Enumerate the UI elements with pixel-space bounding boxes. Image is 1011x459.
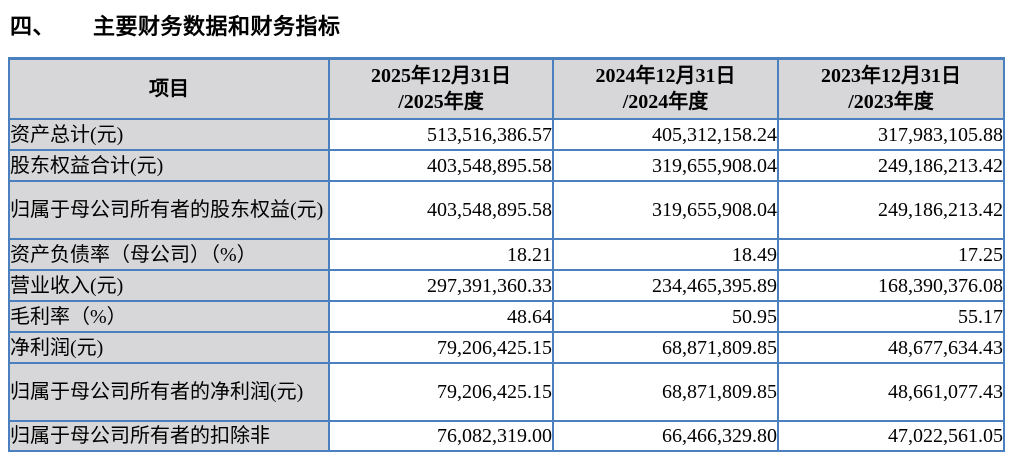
value-2025: 48.64 bbox=[328, 300, 554, 333]
value-2025: 403,548,895.58 bbox=[328, 180, 554, 240]
value-2023: 48,661,077.43 bbox=[777, 362, 1005, 422]
header-period-2023: 2023年12月31日 /2023年度 bbox=[777, 57, 1005, 120]
header-period-2025-date: 2025年12月31日 bbox=[371, 65, 511, 87]
value-2023: 317,983,105.88 bbox=[777, 118, 1005, 151]
value-2023: 249,186,213.42 bbox=[777, 180, 1005, 240]
header-period-2024: 2024年12月31日 /2024年度 bbox=[552, 57, 779, 120]
value-2024: 234,465,395.89 bbox=[552, 269, 779, 302]
table-row-debt-ratio: 资产负债率（母公司）（%） 18.21 18.49 17.25 bbox=[8, 238, 1005, 271]
value-2024: 68,871,809.85 bbox=[552, 362, 779, 422]
value-2025: 403,548,895.58 bbox=[328, 149, 554, 182]
value-2023: 249,186,213.42 bbox=[777, 149, 1005, 182]
table-row-revenue: 营业收入(元) 297,391,360.33 234,465,395.89 16… bbox=[8, 269, 1005, 302]
value-2024: 319,655,908.04 bbox=[552, 149, 779, 182]
value-2024: 405,312,158.24 bbox=[552, 118, 779, 151]
value-2023: 17.25 bbox=[777, 238, 1005, 271]
row-label: 归属于母公司所有者的净利润(元) bbox=[8, 362, 330, 422]
value-2025: 513,516,386.57 bbox=[328, 118, 554, 151]
value-2025: 76,082,319.00 bbox=[328, 420, 554, 452]
value-2024: 50.95 bbox=[552, 300, 779, 333]
value-2023: 48,677,634.43 bbox=[777, 331, 1005, 364]
section-number: 四、 bbox=[10, 14, 56, 39]
table-row-total-assets: 资产总计(元) 513,516,386.57 405,312,158.24 31… bbox=[8, 118, 1005, 151]
row-label: 归属于母公司所有者的股东权益(元) bbox=[8, 180, 330, 240]
table-row-gross-margin: 毛利率（%） 48.64 50.95 55.17 bbox=[8, 300, 1005, 333]
value-2024: 68,871,809.85 bbox=[552, 331, 779, 364]
header-period-2025: 2025年12月31日 /2025年度 bbox=[328, 57, 554, 120]
table-row-deducted-net-profit: 归属于母公司所有者的扣除非 76,082,319.00 66,466,329.8… bbox=[8, 420, 1005, 452]
header-period-2023-date: 2023年12月31日 bbox=[821, 65, 961, 87]
value-2023: 55.17 bbox=[777, 300, 1005, 333]
header-item: 项目 bbox=[8, 57, 330, 120]
header-period-2023-year: /2023年度 bbox=[848, 91, 934, 113]
table-header-row: 项目 2025年12月31日 /2025年度 2024年12月31日 /2024… bbox=[8, 57, 1005, 120]
row-label: 净利润(元) bbox=[8, 331, 330, 364]
row-label: 归属于母公司所有者的扣除非 bbox=[8, 420, 330, 452]
row-label: 资产负债率（母公司）（%） bbox=[8, 238, 330, 271]
table-row-parent-net-profit: 归属于母公司所有者的净利润(元) 79,206,425.15 68,871,80… bbox=[8, 362, 1005, 422]
section-title-text: 主要财务数据和财务指标 bbox=[93, 14, 341, 39]
value-2024: 319,655,908.04 bbox=[552, 180, 779, 240]
value-2025: 18.21 bbox=[328, 238, 554, 271]
section-title: 四、 主要财务数据和财务指标 bbox=[10, 9, 1011, 41]
table-row-total-equity: 股东权益合计(元) 403,548,895.58 319,655,908.04 … bbox=[8, 149, 1005, 182]
table-row-net-profit: 净利润(元) 79,206,425.15 68,871,809.85 48,67… bbox=[8, 331, 1005, 364]
row-label: 毛利率（%） bbox=[8, 300, 330, 333]
table-row-parent-equity: 归属于母公司所有者的股东权益(元) 403,548,895.58 319,655… bbox=[8, 180, 1005, 240]
header-period-2025-year: /2025年度 bbox=[398, 91, 484, 113]
value-2025: 79,206,425.15 bbox=[328, 331, 554, 364]
value-2023: 47,022,561.05 bbox=[777, 420, 1005, 452]
row-label: 股东权益合计(元) bbox=[8, 149, 330, 182]
header-period-2024-year: /2024年度 bbox=[622, 91, 709, 113]
value-2025: 297,391,360.33 bbox=[328, 269, 554, 302]
header-period-2024-date: 2024年12月31日 bbox=[595, 65, 736, 87]
financial-data-table: 项目 2025年12月31日 /2025年度 2024年12月31日 /2024… bbox=[8, 57, 1005, 452]
row-label: 营业收入(元) bbox=[8, 269, 330, 302]
value-2023: 168,390,376.08 bbox=[777, 269, 1005, 302]
value-2024: 66,466,329.80 bbox=[552, 420, 779, 452]
row-label: 资产总计(元) bbox=[8, 118, 330, 151]
value-2025: 79,206,425.15 bbox=[328, 362, 554, 422]
value-2024: 18.49 bbox=[552, 238, 779, 271]
